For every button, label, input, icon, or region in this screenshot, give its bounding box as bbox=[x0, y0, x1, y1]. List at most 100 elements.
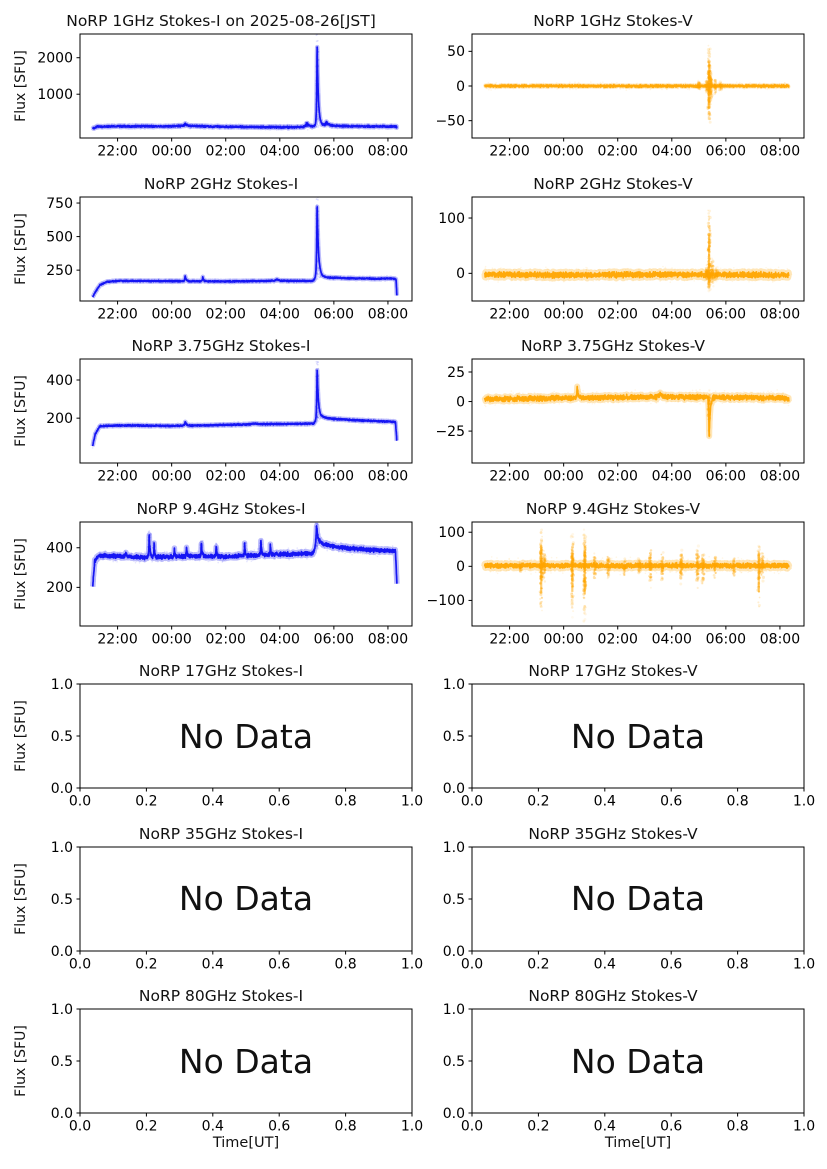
x-tick-label: 0.2 bbox=[135, 956, 157, 972]
x-tick-label: 1.0 bbox=[793, 956, 815, 972]
x-tick-label: 04:00 bbox=[652, 306, 692, 322]
x-tick-label: 0.6 bbox=[268, 794, 290, 810]
y-tick-label: 200 bbox=[46, 580, 73, 596]
plot-canvas: 0.0 0.5 1.0 0.0 0.2 0.4 0.6 0.8 1.0 bbox=[443, 839, 815, 972]
y-tick-label: 200 bbox=[46, 411, 73, 427]
plot-title: NoRP 9.4GHz Stokes-V bbox=[525, 499, 701, 518]
x-tick-label: 0.6 bbox=[268, 956, 290, 972]
x-tick-label: 0.0 bbox=[461, 1119, 483, 1135]
plot-title: NoRP 9.4GHz Stokes-I bbox=[136, 499, 306, 518]
x-tick-label: 0.0 bbox=[69, 956, 91, 972]
y-tick-label: 1.0 bbox=[443, 1002, 465, 1018]
x-tick-label: 00:00 bbox=[543, 306, 583, 322]
x-tick-label: 0.0 bbox=[69, 794, 91, 810]
plot-canvas: −25 0 25 22:00 00:00 02:00 04:00 06:00 08:00 bbox=[435, 358, 805, 485]
y-tick-label: 0.5 bbox=[51, 891, 73, 907]
x-tick-label: 00:00 bbox=[151, 144, 191, 160]
x-tick-label: 0.4 bbox=[594, 956, 616, 972]
y-tick-label: 0 bbox=[456, 394, 465, 410]
y-tick-label: 1.0 bbox=[443, 839, 465, 855]
x-tick-label: 08:00 bbox=[760, 469, 800, 485]
y-tick-label: 1000 bbox=[37, 87, 73, 103]
x-tick-label: 02:00 bbox=[206, 469, 246, 485]
x-tick-label: 00:00 bbox=[543, 469, 583, 485]
y-tick-label: 0.5 bbox=[51, 1054, 73, 1070]
x-tick-label: 0.4 bbox=[594, 1119, 616, 1135]
x-tick-label: 0.6 bbox=[660, 956, 682, 972]
x-tick-label: 0.4 bbox=[594, 794, 616, 810]
y-tick-label: 250 bbox=[46, 262, 73, 278]
subplot-1ghz-stokes-i: NoRP 1GHz Stokes-I on 2025-08-26[JST] Fl… bbox=[13, 12, 413, 160]
plot-canvas: −100 0 100 22:00 00:00 02:00 04:00 06:00 08:00 bbox=[427, 521, 805, 647]
x-tick-label: 06:00 bbox=[314, 631, 354, 647]
subplot-17ghz-stokes-v: NoRP 17GHz Stokes-V 0.0 0.5 1.0 0.0 0.2 0.4 0.… bbox=[443, 662, 815, 810]
x-tick-label: 00:00 bbox=[543, 631, 583, 647]
y-tick-label: −25 bbox=[435, 424, 465, 440]
x-tick-label: 08:00 bbox=[368, 631, 408, 647]
y-tick-label: 400 bbox=[46, 540, 73, 556]
y-tick-label: 0.5 bbox=[51, 729, 73, 745]
plot-canvas: 0.0 0.5 1.0 0.0 0.2 0.4 0.6 0.8 1.0 bbox=[51, 677, 423, 810]
x-tick-label: 22:00 bbox=[489, 631, 529, 647]
x-tick-label: 0.4 bbox=[202, 794, 224, 810]
x-tick-label: 0.2 bbox=[527, 956, 549, 972]
y-tick-label: 0.5 bbox=[443, 1054, 465, 1070]
plot-canvas: 200 400 22:00 00:00 02:00 04:00 06:00 08:00 bbox=[46, 358, 413, 485]
x-tick-label: 0.2 bbox=[135, 794, 157, 810]
y-tick-label: 750 bbox=[46, 195, 73, 211]
plot-title: NoRP 3.75GHz Stokes-V bbox=[520, 337, 706, 355]
y-tick-label: 0.0 bbox=[51, 943, 73, 959]
subplot-17ghz-stokes-i: NoRP 17GHz Stokes-I Flux [SFU] 0.0 0.5 1.0… bbox=[13, 662, 423, 810]
plot-title: NoRP 80GHz Stokes-I bbox=[138, 987, 304, 1005]
subplot-3.75ghz-stokes-v: NoRP 3.75GHz Stokes-V −25 0 25 22:00 00:00 02… bbox=[435, 337, 805, 485]
plot-canvas: 0.0 0.5 1.0 0.0 0.2 0.4 0.6 0.8 1.0 bbox=[51, 1002, 423, 1135]
x-tick-label: 06:00 bbox=[706, 469, 746, 485]
subplot-35ghz-stokes-v: NoRP 35GHz Stokes-V 0.0 0.5 1.0 0.0 0.2 0.4 0.… bbox=[443, 825, 815, 973]
plot-title: NoRP 80GHz Stokes-V bbox=[528, 987, 698, 1005]
x-tick-label: 1.0 bbox=[401, 794, 423, 810]
x-tick-label: 04:00 bbox=[260, 144, 300, 160]
x-tick-label: 02:00 bbox=[206, 144, 246, 160]
plot-canvas: −50 0 50 22:00 00:00 02:00 04:00 06:00 08:00 bbox=[435, 33, 805, 160]
y-tick-label: 100 bbox=[438, 525, 465, 541]
y-tick-label: 500 bbox=[46, 229, 73, 245]
y-tick-label: 0.5 bbox=[443, 891, 465, 907]
x-tick-label: 1.0 bbox=[793, 1119, 815, 1135]
x-tick-label: 00:00 bbox=[151, 631, 191, 647]
subplot-1ghz-stokes-v: NoRP 1GHz Stokes-V −50 0 50 22:00 00:00 02:00… bbox=[435, 12, 805, 160]
x-tick-label: 06:00 bbox=[706, 306, 746, 322]
x-tick-label: 02:00 bbox=[206, 306, 246, 322]
x-tick-label: 1.0 bbox=[401, 956, 423, 972]
plot-title: NoRP 17GHz Stokes-I bbox=[138, 662, 304, 680]
y-tick-label: 0.0 bbox=[443, 781, 465, 797]
plot-canvas: 250 500 750 22:00 00:00 02:00 04:00 06:00 08:00 bbox=[46, 195, 413, 322]
subplot-2ghz-stokes-i: NoRP 2GHz Stokes-I Flux [SFU] 250 500 750 2… bbox=[13, 175, 413, 322]
x-tick-label: 22:00 bbox=[489, 144, 529, 160]
y-tick-label: 50 bbox=[447, 44, 465, 60]
x-tick-label: 22:00 bbox=[97, 631, 137, 647]
subplot-80ghz-stokes-i: NoRP 80GHz Stokes-I Flux [SFU] 0.0 0.5 1.0… bbox=[13, 987, 423, 1151]
x-tick-label: 04:00 bbox=[260, 631, 300, 647]
plot-title: NoRP 1GHz Stokes-V bbox=[533, 12, 693, 30]
y-tick-label: 1.0 bbox=[51, 839, 73, 855]
x-tick-label: 22:00 bbox=[97, 144, 137, 160]
x-tick-label: 04:00 bbox=[260, 469, 300, 485]
x-tick-label: 0.8 bbox=[334, 794, 356, 810]
x-tick-label: 0.8 bbox=[726, 794, 748, 810]
plot-canvas: 0.0 0.5 1.0 0.0 0.2 0.4 0.6 0.8 1.0 bbox=[443, 677, 815, 810]
y-tick-label: 1.0 bbox=[443, 677, 465, 693]
y-tick-label: 0.5 bbox=[443, 729, 465, 745]
x-tick-label: 0.2 bbox=[135, 1119, 157, 1135]
x-tick-label: 22:00 bbox=[97, 469, 137, 485]
x-tick-label: 06:00 bbox=[314, 144, 354, 160]
x-tick-label: 02:00 bbox=[598, 306, 638, 322]
x-tick-label: 06:00 bbox=[706, 144, 746, 160]
x-tick-label: 22:00 bbox=[489, 306, 529, 322]
subplot-3.75ghz-stokes-i: NoRP 3.75GHz Stokes-I Flux [SFU] 200 400 2… bbox=[13, 337, 413, 485]
y-tick-label: 100 bbox=[438, 210, 465, 226]
x-tick-label: 00:00 bbox=[151, 306, 191, 322]
x-tick-label: 0.6 bbox=[660, 794, 682, 810]
x-tick-label: 1.0 bbox=[401, 1119, 423, 1135]
x-tick-label: 06:00 bbox=[314, 306, 354, 322]
